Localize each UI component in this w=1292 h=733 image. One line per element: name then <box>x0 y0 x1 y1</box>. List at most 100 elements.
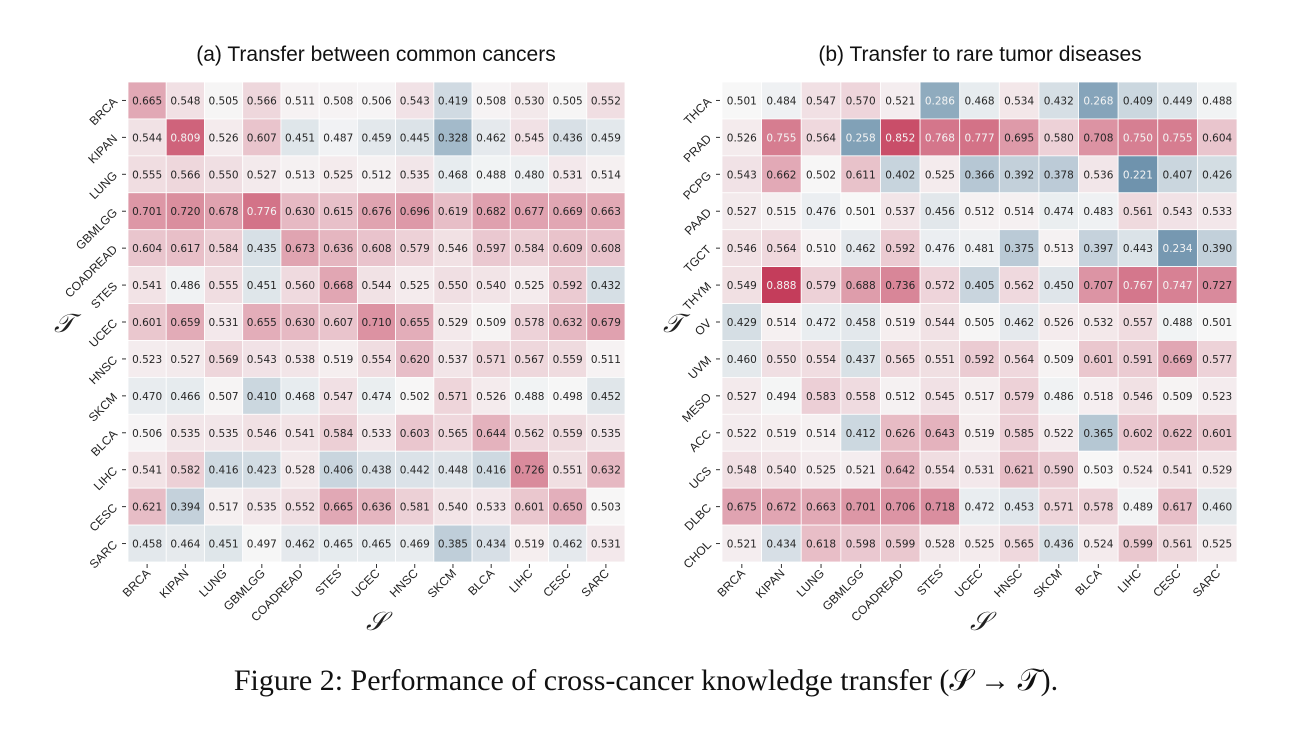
heatmap-cell <box>919 524 961 563</box>
x-tick-label: SKCM <box>425 566 459 600</box>
cell-value-label: 0.526 <box>209 132 239 144</box>
cell-value-label: 0.519 <box>514 539 544 551</box>
heatmap-cell <box>433 450 473 489</box>
cell-value-label: 0.554 <box>806 354 836 366</box>
heatmap-cell <box>1196 413 1238 452</box>
heatmap-cell <box>800 81 842 120</box>
cell-value-label: 0.570 <box>846 95 876 107</box>
heatmap-cell <box>919 450 961 489</box>
cell-value-label: 0.507 <box>209 391 239 403</box>
heatmap-cell <box>204 118 244 157</box>
cell-value-label: 0.618 <box>806 539 836 551</box>
cell-value-label: 0.543 <box>727 169 757 181</box>
heatmap-cell <box>433 303 473 341</box>
heatmap-cell <box>761 376 802 415</box>
heatmap-cell <box>800 524 842 563</box>
heatmap-cell <box>880 340 921 378</box>
cell-value-label: 0.462 <box>846 243 876 255</box>
cell-value-label: 0.458 <box>846 317 876 329</box>
cell-value-label: 0.540 <box>476 280 506 292</box>
cell-value-label: 0.578 <box>514 317 544 329</box>
cell-value-label: 0.468 <box>964 95 994 107</box>
cell-value-label: 0.707 <box>1083 280 1113 292</box>
cell-value-label: 0.682 <box>476 206 506 218</box>
cell-value-label: 0.451 <box>285 132 315 144</box>
cell-value-label: 0.460 <box>727 354 757 366</box>
cell-value-label: 0.509 <box>476 317 506 329</box>
cell-value-label: 0.767 <box>1123 280 1153 292</box>
heatmap-cell <box>548 192 588 231</box>
cell-value-label: 0.630 <box>285 317 315 329</box>
panel-a-y-axis-label: 𝒯 <box>54 309 82 339</box>
heatmap-cell <box>165 450 205 489</box>
cell-value-label: 0.663 <box>591 206 621 218</box>
cell-value-label: 0.619 <box>438 206 468 218</box>
heatmap-cell <box>919 413 961 452</box>
heatmap-cell <box>959 524 1000 563</box>
cell-value-label: 0.564 <box>1004 354 1034 366</box>
panel-b-title: (b) Transfer to rare tumor diseases <box>818 43 1141 66</box>
cell-value-label: 0.533 <box>1202 206 1232 218</box>
cell-value-label: 0.525 <box>1202 539 1232 551</box>
cell-value-label: 0.484 <box>766 95 796 107</box>
y-tick-label: CHOL <box>681 538 715 572</box>
cell-value-label: 0.688 <box>846 280 876 292</box>
cell-value-label: 0.582 <box>170 465 200 477</box>
x-tick-label: KIPAN <box>753 566 788 601</box>
cell-value-label: 0.636 <box>361 502 391 514</box>
x-tick-label: STES <box>312 566 344 598</box>
heatmap-cell <box>800 266 842 304</box>
cell-value-label: 0.546 <box>438 243 468 255</box>
cell-value-label: 0.626 <box>885 428 915 440</box>
heatmap-cell <box>318 524 358 563</box>
heatmap-cell <box>1157 340 1198 378</box>
cell-value-label: 0.502 <box>400 391 430 403</box>
cell-value-label: 0.435 <box>247 243 277 255</box>
cell-value-label: 0.531 <box>553 169 583 181</box>
cell-value-label: 0.540 <box>438 502 468 514</box>
heatmap-cell <box>880 229 921 268</box>
heatmap-cell <box>280 303 320 341</box>
heatmap-cell <box>1078 118 1119 157</box>
heatmap-cell <box>721 266 763 304</box>
cell-value-label: 0.521 <box>727 539 757 551</box>
heatmap-cell <box>800 376 842 415</box>
cell-value-label: 0.514 <box>766 317 796 329</box>
cell-value-label: 0.535 <box>247 502 277 514</box>
cell-value-label: 0.591 <box>1123 354 1153 366</box>
cell-value-label: 0.443 <box>1123 243 1153 255</box>
cell-value-label: 0.547 <box>806 95 836 107</box>
heatmap-cell <box>242 229 282 268</box>
cell-value-label: 0.541 <box>132 465 162 477</box>
y-tick-label: CESC <box>87 501 121 535</box>
heatmap-cell <box>1117 155 1159 194</box>
cell-value-label: 0.578 <box>1083 502 1113 514</box>
cell-value-label: 0.566 <box>170 169 200 181</box>
cell-value-label: 0.524 <box>1083 539 1113 551</box>
x-tick-label: LUNG <box>794 566 827 599</box>
cell-value-label: 0.514 <box>806 428 836 440</box>
cell-value-label: 0.544 <box>925 317 955 329</box>
cell-value-label: 0.488 <box>1202 95 1232 107</box>
panel-b-y-axis-label: 𝒯 <box>663 309 691 339</box>
cell-value-label: 0.397 <box>1083 243 1113 255</box>
x-tick-label: CESC <box>1150 566 1184 600</box>
cell-value-label: 0.620 <box>400 354 430 366</box>
x-tick-label: BRCA <box>120 566 153 599</box>
cell-value-label: 0.519 <box>766 428 796 440</box>
cell-value-label: 0.505 <box>553 95 583 107</box>
cell-value-label: 0.644 <box>476 428 506 440</box>
cell-value-label: 0.545 <box>925 391 955 403</box>
heatmap-cell <box>761 118 802 157</box>
cell-value-label: 0.514 <box>1004 206 1034 218</box>
heatmap-cell <box>318 340 358 378</box>
heatmap-cell <box>471 524 511 563</box>
cell-value-label: 0.528 <box>285 465 315 477</box>
cell-value-label: 0.583 <box>806 391 836 403</box>
heatmap-cell <box>471 413 511 452</box>
heatmap-cell <box>919 81 961 120</box>
cell-value-label: 0.437 <box>846 354 876 366</box>
cell-value-label: 0.559 <box>553 354 583 366</box>
cell-value-label: 0.535 <box>170 428 200 440</box>
